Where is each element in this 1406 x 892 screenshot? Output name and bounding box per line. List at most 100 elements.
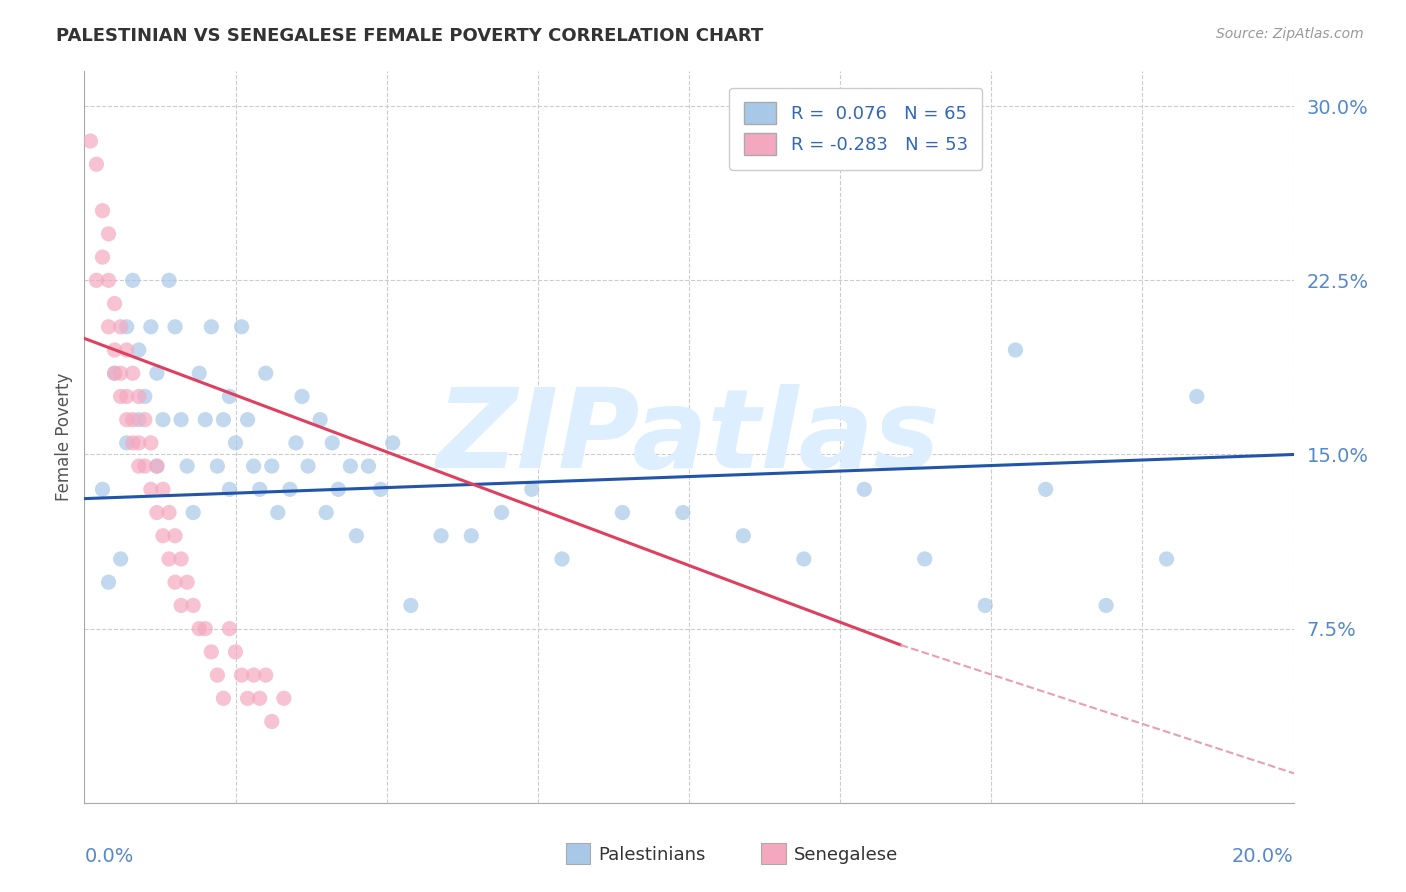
Point bbox=[121, 436, 143, 450]
Point bbox=[157, 273, 180, 287]
Point bbox=[328, 483, 350, 497]
Point bbox=[79, 134, 101, 148]
Point bbox=[231, 668, 253, 682]
Point bbox=[236, 691, 259, 706]
Point bbox=[86, 273, 108, 287]
Point bbox=[793, 552, 815, 566]
Point bbox=[194, 412, 217, 426]
Point bbox=[309, 412, 332, 426]
Point bbox=[1156, 552, 1178, 566]
Point bbox=[1095, 599, 1118, 613]
Point bbox=[974, 599, 997, 613]
Point bbox=[242, 668, 264, 682]
Point bbox=[188, 622, 211, 636]
Point bbox=[128, 412, 150, 426]
Point bbox=[165, 529, 187, 543]
Point bbox=[115, 319, 138, 334]
Point bbox=[260, 714, 283, 729]
Point bbox=[612, 506, 634, 520]
Point bbox=[218, 389, 240, 403]
Text: ZIPatlas: ZIPatlas bbox=[437, 384, 941, 491]
Point bbox=[225, 645, 247, 659]
Point bbox=[91, 203, 114, 218]
Point bbox=[200, 319, 222, 334]
Point bbox=[115, 412, 138, 426]
Point bbox=[207, 668, 229, 682]
Point bbox=[249, 691, 271, 706]
Text: Source: ZipAtlas.com: Source: ZipAtlas.com bbox=[1216, 27, 1364, 41]
Point bbox=[128, 389, 150, 403]
Point bbox=[551, 552, 574, 566]
Point bbox=[672, 506, 695, 520]
Point bbox=[146, 506, 169, 520]
Point bbox=[212, 691, 235, 706]
Point bbox=[152, 412, 174, 426]
FancyBboxPatch shape bbox=[565, 843, 589, 863]
Point bbox=[181, 599, 204, 613]
Point bbox=[110, 319, 132, 334]
Point bbox=[128, 459, 150, 474]
Point bbox=[146, 366, 169, 380]
Point bbox=[97, 273, 120, 287]
Point bbox=[157, 506, 180, 520]
Point bbox=[139, 483, 162, 497]
Point bbox=[853, 483, 876, 497]
Point bbox=[134, 412, 156, 426]
Point bbox=[430, 529, 453, 543]
Point bbox=[121, 273, 143, 287]
Point bbox=[97, 319, 120, 334]
Point bbox=[97, 575, 120, 590]
Point bbox=[170, 412, 193, 426]
Point bbox=[194, 622, 217, 636]
Point bbox=[321, 436, 343, 450]
Point bbox=[381, 436, 404, 450]
Point bbox=[315, 506, 337, 520]
Point bbox=[231, 319, 253, 334]
Point bbox=[104, 296, 127, 310]
Point bbox=[91, 250, 114, 264]
Point bbox=[104, 366, 127, 380]
Point bbox=[121, 412, 143, 426]
Point bbox=[212, 412, 235, 426]
Point bbox=[86, 157, 108, 171]
Y-axis label: Female Poverty: Female Poverty bbox=[55, 373, 73, 501]
Point bbox=[460, 529, 482, 543]
Point bbox=[207, 459, 229, 474]
Point bbox=[104, 366, 127, 380]
Point bbox=[104, 343, 127, 357]
Point bbox=[110, 389, 132, 403]
Point bbox=[399, 599, 422, 613]
Point bbox=[297, 459, 319, 474]
Point bbox=[200, 645, 222, 659]
Point bbox=[139, 319, 162, 334]
Point bbox=[278, 483, 301, 497]
Point bbox=[188, 366, 211, 380]
Point bbox=[346, 529, 368, 543]
Point bbox=[139, 436, 162, 450]
Point bbox=[128, 343, 150, 357]
Point bbox=[249, 483, 271, 497]
Point bbox=[134, 459, 156, 474]
Point bbox=[165, 319, 187, 334]
Point bbox=[146, 459, 169, 474]
Point bbox=[121, 366, 143, 380]
Point bbox=[146, 459, 169, 474]
Point bbox=[152, 529, 174, 543]
Point bbox=[110, 552, 132, 566]
Point bbox=[254, 668, 277, 682]
Point bbox=[134, 389, 156, 403]
Point bbox=[181, 506, 204, 520]
Point bbox=[115, 436, 138, 450]
Point bbox=[285, 436, 308, 450]
Point bbox=[115, 343, 138, 357]
Point bbox=[128, 436, 150, 450]
FancyBboxPatch shape bbox=[762, 843, 786, 863]
Point bbox=[267, 506, 290, 520]
Text: 0.0%: 0.0% bbox=[84, 847, 134, 866]
Point bbox=[115, 389, 138, 403]
Text: Palestinians: Palestinians bbox=[599, 846, 706, 863]
Point bbox=[110, 366, 132, 380]
Point bbox=[97, 227, 120, 241]
Point bbox=[520, 483, 543, 497]
Point bbox=[170, 552, 193, 566]
